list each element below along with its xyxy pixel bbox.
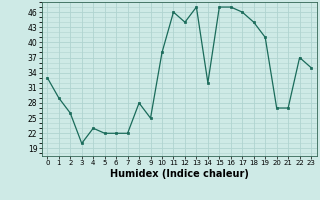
X-axis label: Humidex (Indice chaleur): Humidex (Indice chaleur) [110,169,249,179]
